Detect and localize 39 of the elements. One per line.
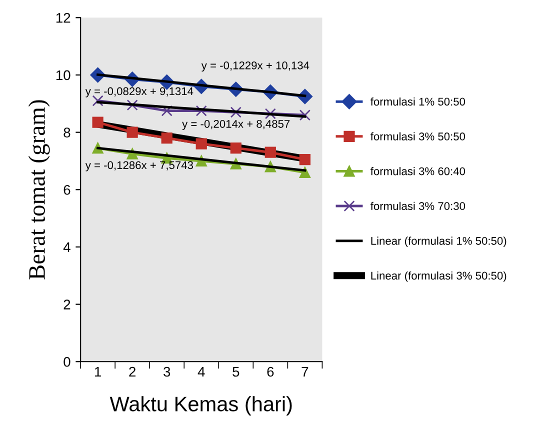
point (92, 116, 104, 128)
x-tick-label: 5 (232, 366, 240, 377)
point (161, 132, 172, 144)
point (230, 142, 242, 154)
point (196, 138, 207, 150)
x-tick-label: 3 (164, 366, 170, 377)
x-tick-label: 7 (302, 366, 308, 377)
point (196, 105, 207, 116)
point (264, 108, 276, 120)
annotation: y = -0,1286x + 7,5743 (85, 161, 193, 172)
point (299, 110, 310, 121)
y-axis-title: Berat tomat (gram) (28, 100, 50, 280)
legend-label: formulasi 3% 70:30 (370, 202, 466, 210)
x-axis-title: Waktu Kemas (hari) (110, 396, 292, 416)
legend-label: formulasi 3% 60:40 (370, 167, 466, 176)
point (126, 100, 138, 111)
y-tick-label: 12 (56, 12, 70, 23)
annotation: y = -0,0829x + 9,1314 (85, 87, 194, 98)
annotation: y = -0,2014x + 8,4857 (182, 120, 290, 130)
legend-label: formulasi 1% 50:50 (370, 97, 466, 106)
x-tick-label: 4 (198, 366, 205, 377)
point (230, 106, 242, 118)
x-tick-label: 6 (267, 366, 274, 377)
x-tick-label: 1 (95, 366, 101, 377)
y-tick-label: 4 (63, 242, 70, 252)
legend-label: formulasi 3% 50:50 (370, 132, 466, 140)
point (92, 95, 104, 106)
y-tick-label: 10 (56, 70, 70, 80)
y-tick-label: 6 (64, 184, 70, 195)
point (264, 146, 276, 158)
x-tick-label: 2 (129, 366, 136, 377)
point (299, 154, 310, 166)
y-tick-label: 2 (64, 300, 70, 310)
y-tick-label: 8 (64, 128, 70, 138)
point (126, 126, 138, 138)
legend-label: Linear (formulasi 1% 50:50) (371, 236, 506, 248)
y-tick-label: 0 (64, 356, 70, 367)
annotation: y = -0,1229x + 10,134 (201, 61, 310, 72)
legend-label: Linear (formulasi 3% 50:50) (371, 271, 506, 282)
